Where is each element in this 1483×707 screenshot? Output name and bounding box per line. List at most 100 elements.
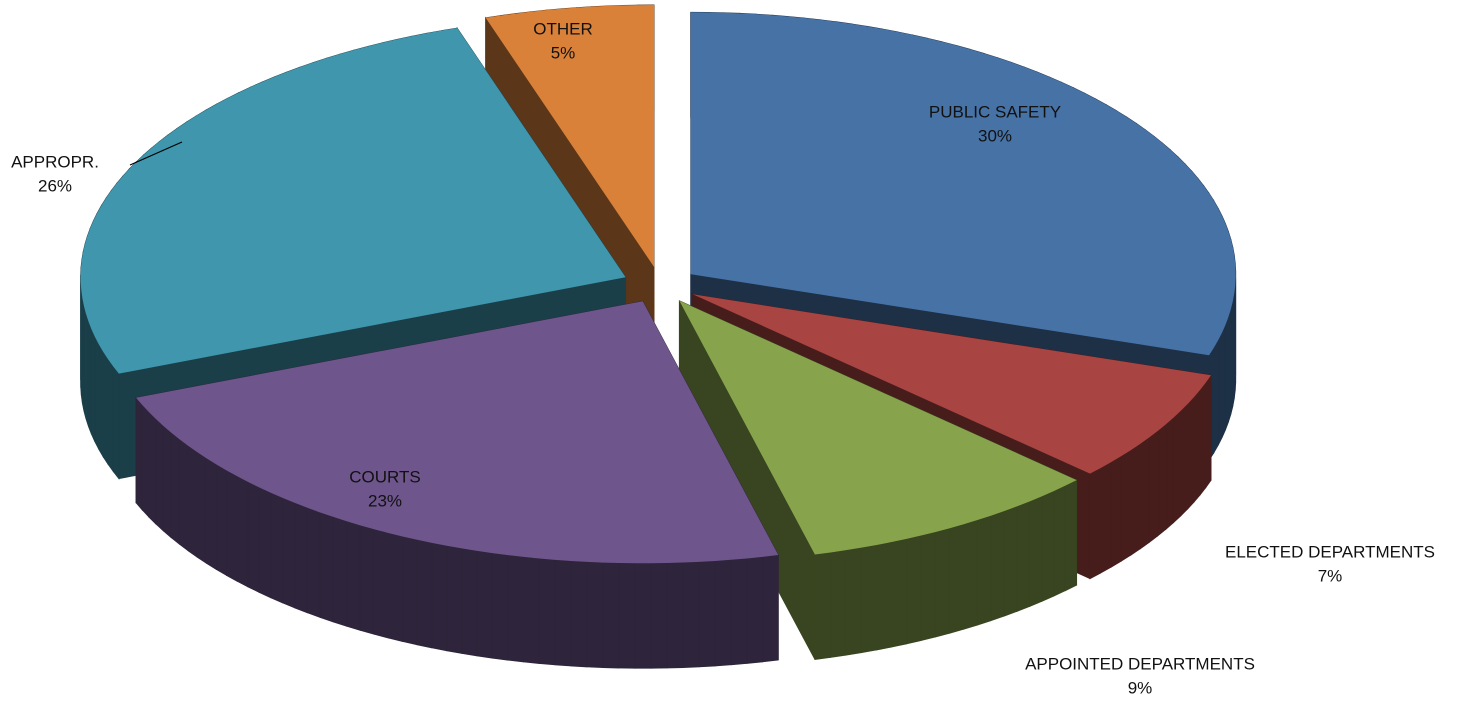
slice-side — [1221, 324, 1226, 438]
slice-side — [359, 524, 375, 635]
slice — [136, 301, 779, 564]
slice-label: APPOINTED DEPARTMENTS — [1025, 654, 1255, 673]
slice-side — [178, 438, 189, 552]
slice-side — [196, 451, 207, 564]
slice-value-label: 7% — [1318, 566, 1343, 585]
slice-side — [554, 559, 572, 667]
slice-side — [570, 560, 588, 668]
slice-side — [162, 424, 172, 539]
slice-side — [387, 532, 403, 642]
slice-side — [634, 562, 652, 669]
slice-side — [1199, 381, 1207, 496]
slice-side — [135, 396, 143, 511]
slice-value-label: 26% — [38, 176, 72, 195]
slice-side — [682, 561, 700, 668]
slice-side — [1217, 332, 1223, 446]
slice-side — [977, 515, 992, 626]
slice-side — [538, 558, 556, 666]
slice — [80, 28, 626, 374]
slice — [692, 294, 1212, 474]
slice-side — [294, 502, 308, 614]
slice-side — [90, 328, 96, 442]
slice-side — [876, 541, 893, 651]
slice-side — [102, 350, 109, 466]
leader-line — [129, 141, 183, 166]
slice-side — [461, 547, 478, 657]
pie — [80, 4, 1237, 669]
slice-side — [306, 507, 321, 619]
slice-side — [247, 481, 260, 594]
slice-value-label: 5% — [551, 43, 576, 62]
slice-side — [845, 547, 862, 656]
slice-side — [1100, 461, 1112, 574]
slice-label: PUBLIC SAFETY — [929, 102, 1061, 121]
slice-side — [1041, 490, 1055, 603]
slice-side — [1193, 388, 1201, 503]
slice-side — [650, 562, 668, 669]
slice-side — [416, 539, 433, 649]
slice-side — [698, 560, 716, 668]
slice-side — [602, 562, 620, 669]
slice-side — [730, 558, 748, 666]
slice-side — [1130, 443, 1141, 556]
slice-side — [1205, 374, 1212, 489]
slice-side — [258, 486, 272, 599]
slice-side — [402, 535, 418, 646]
slice-side — [830, 549, 847, 658]
slice-side — [87, 321, 92, 435]
slice-side — [861, 544, 878, 654]
slice-side — [205, 457, 217, 571]
slice-side — [1180, 402, 1189, 517]
slice-side — [1139, 436, 1150, 550]
slice-side — [346, 520, 361, 631]
slice-side — [1213, 338, 1219, 455]
slice-side — [949, 523, 965, 634]
slice-side — [170, 431, 180, 545]
slice — [679, 300, 1077, 555]
slice-side — [236, 475, 249, 588]
slice-side — [112, 365, 120, 480]
slice-side — [746, 556, 764, 664]
slice-side — [1148, 430, 1159, 544]
slice-side — [990, 510, 1005, 622]
slice-side — [332, 516, 348, 627]
slice-side — [714, 559, 732, 667]
slice-side — [507, 554, 524, 663]
slice-side — [618, 562, 636, 669]
slice-side — [491, 552, 509, 661]
slice-side — [666, 562, 684, 669]
slice-side — [963, 519, 978, 630]
slice-side — [1173, 409, 1182, 524]
slice-side — [1120, 449, 1132, 562]
slice-side — [476, 550, 493, 659]
slice-side — [446, 545, 463, 654]
slice-side — [1225, 317, 1229, 431]
slice-side — [1110, 455, 1122, 568]
slice-side — [891, 538, 907, 648]
slice-side — [1187, 395, 1195, 510]
slice-side — [431, 542, 448, 652]
slice-side — [94, 336, 100, 450]
slice-side — [282, 497, 296, 609]
slice-label: OTHER — [533, 19, 593, 38]
slice-side — [187, 444, 198, 558]
slice-side — [814, 551, 831, 660]
slice-value-label: 9% — [1128, 678, 1153, 697]
slice-side — [155, 417, 164, 532]
slice-side — [1089, 467, 1102, 580]
slice-side — [226, 469, 238, 582]
slice-side — [1165, 416, 1174, 531]
slice-side — [762, 554, 779, 663]
labels: PUBLIC SAFETY 30% ELECTED DEPARTMENTS 7% APP… — [11, 19, 1435, 697]
slice-side — [141, 403, 150, 518]
slice-value-label: 30% — [978, 126, 1012, 145]
slice-label: COURTS — [349, 467, 420, 486]
slice-side — [148, 410, 157, 525]
slice-side — [98, 342, 104, 459]
slice-label: APPROPR. — [11, 152, 99, 171]
slice-side — [935, 527, 951, 638]
slice-side — [1157, 423, 1167, 537]
slice-side — [1003, 505, 1018, 617]
slice-side — [1029, 495, 1043, 608]
slice-label: ELECTED DEPARTMENTS — [1225, 542, 1435, 561]
